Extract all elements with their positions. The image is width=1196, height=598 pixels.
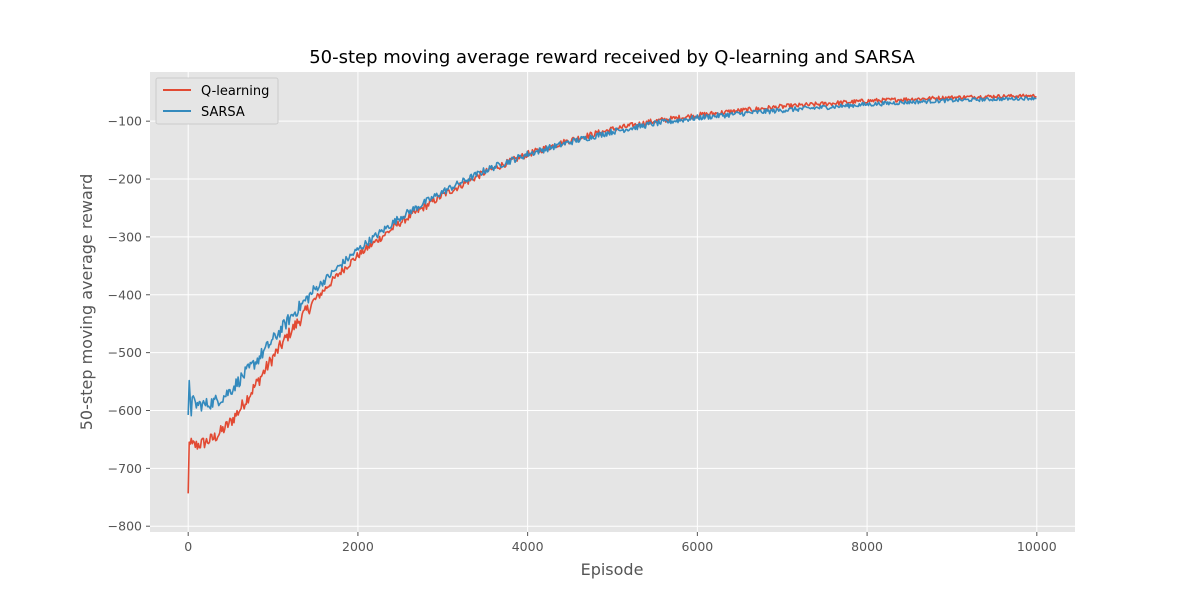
x-tick-label: 0	[184, 539, 192, 554]
x-tick-label: 2000	[342, 539, 374, 554]
y-tick-label: −600	[108, 403, 142, 418]
series-lines	[187, 93, 1037, 494]
legend-label-q-learning: Q-learning	[201, 84, 269, 99]
y-tick-label: −100	[108, 114, 142, 129]
series-line-sarsa	[187, 96, 1037, 417]
grid-lines	[150, 72, 1075, 532]
series-line-q-learning	[187, 93, 1037, 494]
axis-ticks: 0 2000 4000 6000 8000 10000 −800 −700 −600 −500 −4…	[108, 114, 1057, 554]
legend-label-sarsa: SARSA	[201, 105, 245, 120]
y-tick-label: −700	[108, 461, 142, 476]
x-tick-label: 6000	[681, 539, 713, 554]
x-tick-label: 8000	[851, 539, 883, 554]
y-tick-label: −800	[108, 519, 142, 534]
plot-area	[150, 72, 1075, 532]
x-tick-label: 4000	[512, 539, 544, 554]
x-axis-label: Episode	[581, 560, 644, 579]
y-tick-label: −300	[108, 229, 142, 244]
y-axis-label: 50-step moving average reward	[77, 174, 96, 431]
legend: Q-learning SARSA	[155, 77, 279, 125]
y-tick-label: −400	[108, 287, 142, 302]
x-tick-label: 10000	[1017, 539, 1057, 554]
y-tick-label: −500	[108, 345, 142, 360]
y-tick-label: −200	[108, 172, 142, 187]
chart-title: 50-step moving average reward received b…	[309, 47, 915, 68]
